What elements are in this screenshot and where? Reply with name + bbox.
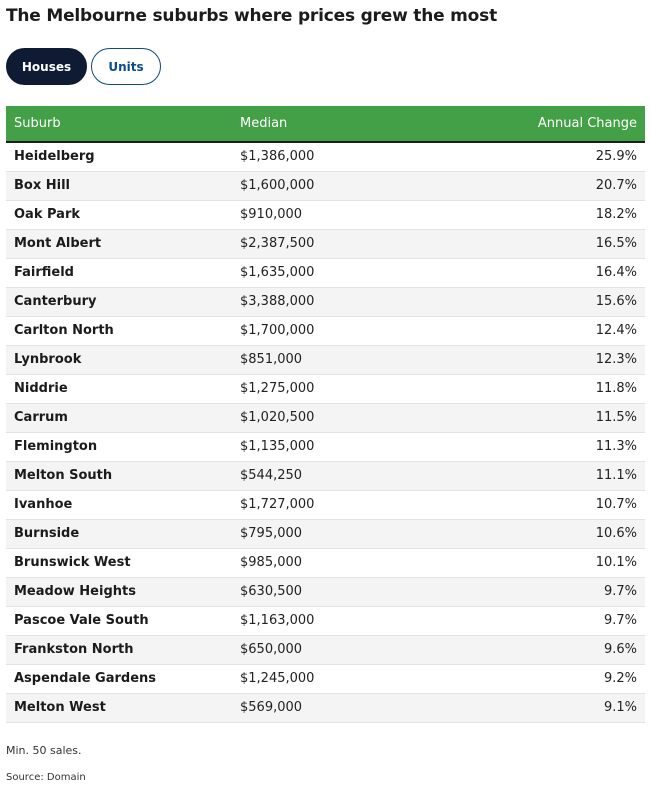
table-row: Box Hill $1,600,000 20.7% (6, 171, 645, 201)
table-row: Oak Park $910,000 18.2% (6, 200, 645, 230)
table-row: Burnside $795,000 10.6% (6, 519, 645, 549)
table-row: Melton West $569,000 9.1% (6, 693, 645, 723)
cell-median: $569,000 (232, 693, 432, 723)
cell-median: $851,000 (232, 345, 432, 375)
tab-houses[interactable]: Houses (6, 48, 87, 85)
cell-change: 11.5% (432, 403, 645, 433)
cell-suburb: Meadow Heights (6, 577, 232, 607)
table-row: Niddrie $1,275,000 11.8% (6, 374, 645, 404)
cell-change: 10.7% (432, 490, 645, 520)
header-annual-change: Annual Change (432, 106, 645, 143)
cell-change: 10.1% (432, 548, 645, 578)
cell-change: 9.7% (432, 577, 645, 607)
header-median: Median (232, 106, 432, 143)
source-credit: Source: Domain (6, 772, 86, 783)
table-row: Mont Albert $2,387,500 16.5% (6, 229, 645, 259)
cell-suburb: Carlton North (6, 316, 232, 346)
table-row: Frankston North $650,000 9.6% (6, 635, 645, 665)
cell-suburb: Brunswick West (6, 548, 232, 578)
cell-median: $1,600,000 (232, 171, 432, 201)
cell-median: $630,500 (232, 577, 432, 607)
cell-change: 11.1% (432, 461, 645, 491)
cell-suburb: Aspendale Gardens (6, 664, 232, 694)
cell-suburb: Lynbrook (6, 345, 232, 375)
cell-median: $1,700,000 (232, 316, 432, 346)
table-body: Heidelberg $1,386,000 25.9% Box Hill $1,600,… (6, 142, 645, 723)
cell-suburb: Flemington (6, 432, 232, 462)
header-row: Suburb Median Annual Change (6, 106, 645, 143)
table-row: Carrum $1,020,500 11.5% (6, 403, 645, 433)
cell-median: $1,275,000 (232, 374, 432, 404)
cell-median: $1,163,000 (232, 606, 432, 636)
cell-median: $3,388,000 (232, 287, 432, 317)
cell-median: $985,000 (232, 548, 432, 578)
table-row: Meadow Heights $630,500 9.7% (6, 577, 645, 607)
cell-median: $1,635,000 (232, 258, 432, 288)
cell-change: 16.4% (432, 258, 645, 288)
table-row: Ivanhoe $1,727,000 10.7% (6, 490, 645, 520)
cell-median: $910,000 (232, 200, 432, 230)
cell-suburb: Melton West (6, 693, 232, 723)
cell-change: 11.3% (432, 432, 645, 462)
cell-suburb: Oak Park (6, 200, 232, 230)
cell-change: 9.1% (432, 693, 645, 723)
cell-change: 11.8% (432, 374, 645, 404)
cell-suburb: Fairfield (6, 258, 232, 288)
cell-median: $544,250 (232, 461, 432, 491)
table-row: Canterbury $3,388,000 15.6% (6, 287, 645, 317)
tab-bar: Houses Units (6, 48, 161, 85)
cell-change: 16.5% (432, 229, 645, 259)
cell-median: $1,386,000 (232, 142, 432, 172)
cell-change: 20.7% (432, 171, 645, 201)
table-row: Lynbrook $851,000 12.3% (6, 345, 645, 375)
cell-median: $1,245,000 (232, 664, 432, 694)
cell-suburb: Box Hill (6, 171, 232, 201)
cell-median: $650,000 (232, 635, 432, 665)
cell-change: 12.3% (432, 345, 645, 375)
table-row: Fairfield $1,635,000 16.4% (6, 258, 645, 288)
cell-change: 9.6% (432, 635, 645, 665)
cell-median: $1,020,500 (232, 403, 432, 433)
cell-median: $2,387,500 (232, 229, 432, 259)
footnote: Min. 50 sales. (6, 744, 82, 757)
cell-suburb: Niddrie (6, 374, 232, 404)
table-row: Carlton North $1,700,000 12.4% (6, 316, 645, 346)
cell-suburb: Pascoe Vale South (6, 606, 232, 636)
table-header: Suburb Median Annual Change (6, 106, 645, 143)
cell-suburb: Carrum (6, 403, 232, 433)
cell-median: $1,727,000 (232, 490, 432, 520)
cell-suburb: Frankston North (6, 635, 232, 665)
cell-median: $1,135,000 (232, 432, 432, 462)
data-table: Suburb Median Annual Change Heidelberg $1… (6, 106, 645, 723)
cell-median: $795,000 (232, 519, 432, 549)
table-row: Heidelberg $1,386,000 25.9% (6, 142, 645, 172)
cell-suburb: Burnside (6, 519, 232, 549)
data-table-container: Suburb Median Annual Change Heidelberg $1… (6, 106, 645, 723)
cell-change: 25.9% (432, 142, 645, 172)
cell-change: 9.7% (432, 606, 645, 636)
cell-suburb: Heidelberg (6, 142, 232, 172)
tab-units[interactable]: Units (91, 48, 161, 85)
table-row: Flemington $1,135,000 11.3% (6, 432, 645, 462)
table-row: Pascoe Vale South $1,163,000 9.7% (6, 606, 645, 636)
cell-change: 15.6% (432, 287, 645, 317)
table-row: Brunswick West $985,000 10.1% (6, 548, 645, 578)
cell-change: 18.2% (432, 200, 645, 230)
cell-change: 12.4% (432, 316, 645, 346)
table-row: Aspendale Gardens $1,245,000 9.2% (6, 664, 645, 694)
table-row: Melton South $544,250 11.1% (6, 461, 645, 491)
cell-suburb: Melton South (6, 461, 232, 491)
cell-suburb: Ivanhoe (6, 490, 232, 520)
page-title: The Melbourne suburbs where prices grew … (6, 6, 498, 26)
cell-suburb: Mont Albert (6, 229, 232, 259)
cell-change: 10.6% (432, 519, 645, 549)
cell-change: 9.2% (432, 664, 645, 694)
cell-suburb: Canterbury (6, 287, 232, 317)
header-suburb: Suburb (6, 106, 232, 143)
